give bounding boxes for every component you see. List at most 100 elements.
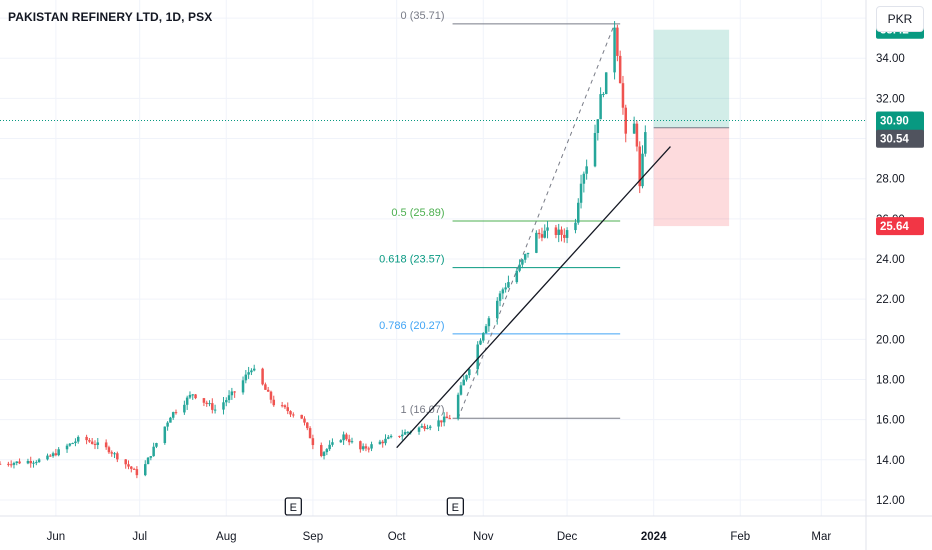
- candle-body: [484, 326, 488, 334]
- candle: [51, 451, 55, 458]
- fib-level-label: 0 (35.71): [401, 10, 445, 22]
- candle: [602, 92, 605, 98]
- candle-body: [110, 452, 113, 454]
- candle: [479, 338, 482, 346]
- candle-body: [90, 441, 94, 444]
- candle-body: [272, 399, 276, 406]
- currency-selector[interactable]: PKR: [876, 6, 924, 32]
- candle-body: [641, 153, 644, 187]
- candle: [71, 442, 74, 445]
- candle-body: [46, 455, 49, 460]
- candle: [442, 412, 446, 427]
- candle-body: [26, 460, 30, 464]
- candle: [635, 120, 639, 152]
- price-label-box: [876, 129, 924, 148]
- candle-body: [252, 368, 256, 371]
- candle-body: [230, 391, 234, 396]
- candle: [339, 439, 343, 443]
- candle-body: [557, 229, 560, 235]
- candle-body: [370, 444, 373, 449]
- candle: [96, 437, 100, 450]
- candle: [57, 447, 60, 457]
- candle-body: [521, 259, 524, 265]
- candle: [401, 429, 404, 441]
- candle: [292, 412, 295, 418]
- candle: [328, 440, 331, 451]
- candle-body: [465, 375, 468, 380]
- candle-body: [49, 455, 52, 457]
- earnings-marker: E: [446, 497, 464, 516]
- candle: [501, 287, 505, 300]
- candle: [563, 228, 566, 243]
- candle: [144, 460, 147, 477]
- candle-body: [445, 416, 449, 419]
- candle: [579, 174, 583, 209]
- candle: [521, 258, 524, 269]
- candle: [49, 454, 52, 457]
- price-label-entry: 30.54: [876, 129, 924, 148]
- candle-body: [487, 318, 491, 327]
- candle-body: [264, 384, 267, 390]
- candle-body: [423, 426, 426, 429]
- candle-body: [286, 407, 289, 412]
- candle: [398, 435, 401, 439]
- candle-body: [624, 107, 628, 134]
- candle-body: [244, 374, 248, 381]
- candle: [7, 461, 10, 467]
- candle: [565, 227, 569, 244]
- candle-body: [593, 132, 597, 167]
- candle-body: [88, 440, 91, 442]
- candle-body: [144, 464, 147, 476]
- time-tick-label: Feb: [730, 531, 750, 543]
- candle-body: [426, 427, 429, 429]
- candle-body: [32, 462, 35, 464]
- candle-body: [85, 436, 88, 441]
- candle-body: [107, 447, 111, 453]
- candle-body: [540, 234, 544, 238]
- candle: [554, 224, 558, 239]
- candle: [484, 323, 488, 334]
- earnings-marker: E: [284, 497, 302, 516]
- candle: [171, 411, 175, 420]
- candle-body: [401, 434, 404, 437]
- time-tick-label: Dec: [557, 531, 578, 543]
- candle: [420, 423, 424, 429]
- candle: [437, 415, 440, 432]
- candle-body: [328, 444, 331, 450]
- price-tick-label: 32.00: [876, 93, 905, 105]
- candle-body: [618, 55, 622, 84]
- candle: [169, 416, 172, 423]
- candle-body: [602, 94, 605, 96]
- candle-body: [579, 183, 583, 203]
- candle: [423, 423, 426, 432]
- candle: [515, 267, 519, 284]
- candle: [482, 332, 485, 343]
- candle-body: [269, 391, 273, 400]
- candle-body: [205, 402, 208, 404]
- candle-body: [389, 435, 393, 438]
- candle: [331, 438, 334, 447]
- candle-body: [585, 166, 588, 174]
- candle: [225, 397, 228, 407]
- candle: [599, 87, 602, 120]
- candle: [280, 401, 284, 408]
- candle-body: [381, 441, 384, 444]
- candle-body: [322, 452, 326, 456]
- candle-body: [613, 27, 616, 73]
- candle-body: [495, 300, 499, 319]
- candle-body: [29, 460, 32, 464]
- candle: [18, 458, 21, 465]
- position-zones: [653, 29, 730, 227]
- candle-body: [378, 441, 382, 445]
- fib-level-label: 0.618 (23.57): [379, 254, 444, 266]
- fib-level-label: 1 (16.07): [401, 404, 445, 416]
- candle: [46, 453, 49, 461]
- candle: [174, 409, 178, 415]
- candle-body: [599, 94, 602, 120]
- candle: [90, 437, 94, 445]
- candle-body: [476, 344, 479, 370]
- candle: [560, 226, 563, 242]
- candle: [577, 198, 580, 225]
